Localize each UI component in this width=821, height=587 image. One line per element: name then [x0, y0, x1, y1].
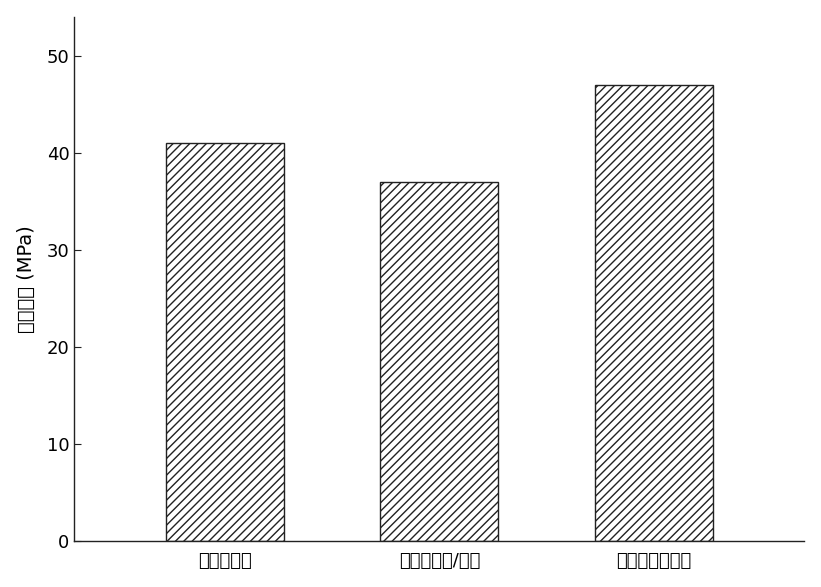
Bar — [166, 143, 284, 541]
Y-axis label: 抗压强度 (MPa): 抗压强度 (MPa) — [16, 225, 35, 333]
Bar — [380, 182, 498, 541]
Bar — [595, 85, 713, 541]
